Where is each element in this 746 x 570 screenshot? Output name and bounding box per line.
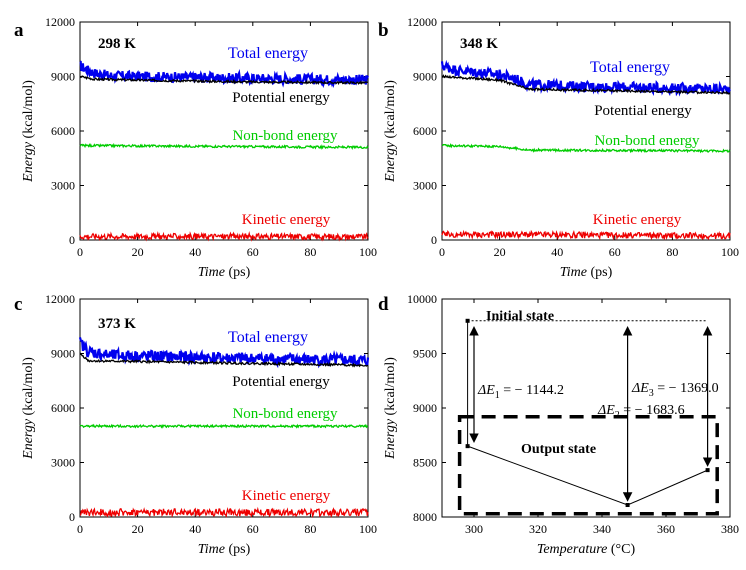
x-tick-label: 40: [189, 522, 201, 536]
delta-e1-label: ΔE1 = − 1144.2: [477, 383, 564, 401]
panel-letter: c: [14, 294, 22, 315]
y-axis-label: Energy (kcal/mol): [21, 80, 36, 183]
x-tick-label: 0: [77, 245, 83, 259]
series-label: Total energy: [590, 59, 670, 76]
x-tick-label: 60: [247, 522, 259, 536]
panel-letter: d: [378, 294, 389, 315]
data-point: [465, 318, 470, 323]
x-tick-label: 60: [609, 245, 621, 259]
temperature-label: 298 K: [98, 36, 136, 52]
temperature-label: 373 K: [98, 316, 136, 332]
series-label: Kinetic energy: [242, 212, 331, 228]
y-tick-label: 0: [431, 233, 437, 247]
series-label: Total energy: [228, 45, 308, 62]
data-point: [625, 503, 630, 508]
x-tick-label: 20: [132, 245, 144, 259]
plot-frame: [441, 298, 731, 518]
temperature-label: 348 K: [460, 36, 498, 52]
series-total-energy: [440, 59, 731, 97]
y-tick-label: 6000: [51, 124, 75, 138]
y-tick-label: 10000: [407, 292, 437, 306]
series-label: Potential energy: [232, 374, 330, 390]
series-non-bond-energy: [79, 423, 369, 429]
y-tick-label: 6000: [51, 401, 75, 415]
x-axis-label: Temperature (°C): [537, 542, 636, 557]
y-tick-label: 6000: [413, 124, 437, 138]
delta-e2-label: ΔE2 = − 1683.6: [597, 403, 685, 421]
series-potential-energy: [441, 74, 731, 95]
x-tick-label: 360: [657, 522, 675, 536]
x-tick-label: 40: [189, 245, 201, 259]
series-label: Potential energy: [232, 90, 330, 106]
series-potential-energy: [80, 75, 369, 86]
y-tick-label: 0: [69, 510, 75, 524]
output-state-box: [457, 414, 719, 516]
data-point: [705, 468, 710, 473]
initial-state-label: Initial state: [486, 309, 554, 324]
data-point: [465, 444, 470, 449]
y-axis-label: Energy (kcal/mol): [383, 357, 398, 460]
x-axis-label: Time (ps): [560, 265, 613, 280]
y-axis-label: Energy (kcal/mol): [21, 357, 36, 460]
series-potential-energy: [79, 352, 369, 368]
y-tick-label: 12000: [45, 292, 75, 306]
y-tick-label: 3000: [51, 456, 75, 470]
x-tick-label: 80: [304, 245, 316, 259]
output-state-label: Output state: [521, 442, 596, 457]
series-label: Total energy: [228, 329, 308, 346]
x-axis-label: Time (ps): [198, 542, 251, 557]
series-label: Non-bond energy: [594, 133, 700, 149]
x-tick-label: 300: [465, 522, 483, 536]
x-tick-label: 0: [77, 522, 83, 536]
y-tick-label: 8000: [413, 510, 437, 524]
y-tick-label: 3000: [413, 179, 437, 193]
plot-frame: [441, 21, 731, 241]
series-kinetic-energy: [441, 229, 731, 241]
x-tick-label: 80: [666, 245, 678, 259]
series-label: Potential energy: [594, 103, 692, 119]
y-tick-label: 12000: [45, 15, 75, 29]
x-tick-label: 40: [551, 245, 563, 259]
series-non-bond-energy: [442, 143, 731, 154]
delta-e3-label: ΔE3 = − 1369.0: [631, 381, 719, 399]
x-tick-label: 340: [593, 522, 611, 536]
x-tick-label: 100: [359, 245, 377, 259]
y-tick-label: 9000: [51, 70, 75, 84]
panel-letter: a: [14, 20, 24, 41]
y-tick-label: 12000: [407, 15, 437, 29]
x-tick-label: 100: [359, 522, 377, 536]
x-tick-label: 320: [529, 522, 547, 536]
y-tick-label: 9500: [413, 347, 437, 361]
y-tick-label: 0: [69, 233, 75, 247]
series-label: Non-bond energy: [232, 128, 338, 144]
y-tick-label: 8500: [413, 456, 437, 470]
x-axis-label: Time (ps): [198, 265, 251, 280]
series-kinetic-energy: [79, 506, 369, 519]
x-tick-label: 60: [247, 245, 259, 259]
x-tick-label: 100: [721, 245, 739, 259]
series-non-bond-energy: [79, 142, 369, 150]
x-tick-label: 0: [439, 245, 445, 259]
series-label: Kinetic energy: [242, 488, 331, 504]
y-tick-label: 9000: [413, 70, 437, 84]
x-tick-label: 380: [721, 522, 739, 536]
y-axis-label: Energy (kcal/mol): [383, 80, 398, 183]
y-tick-label: 9000: [51, 347, 75, 361]
y-tick-label: 3000: [51, 179, 75, 193]
series-kinetic-energy: [79, 230, 369, 242]
series-label: Non-bond energy: [232, 406, 338, 422]
series-label: Kinetic energy: [593, 212, 682, 228]
y-tick-label: 9000: [413, 401, 437, 415]
x-tick-label: 80: [304, 522, 316, 536]
panel-letter: b: [378, 20, 389, 41]
x-tick-label: 20: [494, 245, 506, 259]
x-tick-label: 20: [132, 522, 144, 536]
